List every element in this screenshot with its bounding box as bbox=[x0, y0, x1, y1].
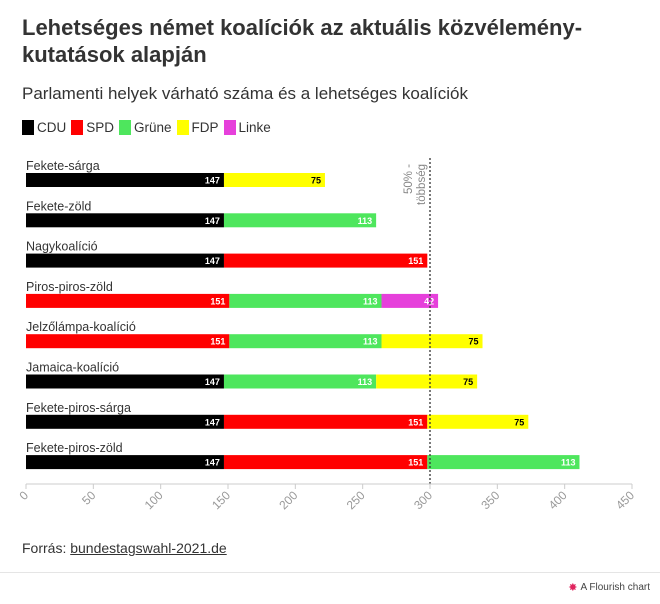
footer: ✸ A Flourish chart bbox=[0, 572, 660, 604]
x-tick-label-150: 150 bbox=[209, 488, 233, 512]
legend-item-linke[interactable]: Linke bbox=[223, 120, 271, 135]
legend-label-fdp: FDP bbox=[191, 120, 219, 135]
legend-label-linke: Linke bbox=[238, 120, 271, 135]
coalition-chart: Fekete-sárga 147 75 Fekete-zöld 147 113 Nagyko… bbox=[16, 158, 637, 512]
x-tick-label-400: 400 bbox=[546, 488, 570, 512]
x-tick-label-300: 300 bbox=[411, 488, 435, 512]
bar-jelzolampa-koalicio-fdp bbox=[381, 334, 483, 349]
bar-value-jamaica-koalicio-fdp: 75 bbox=[463, 377, 473, 387]
bar-value-jamaica-koalicio-cdu: 147 bbox=[205, 377, 220, 387]
bar-piros-piros-zold-linke bbox=[381, 293, 439, 308]
source-prefix: Forrás: bbox=[22, 540, 71, 556]
legend-label-cdu: CDU bbox=[37, 120, 67, 135]
bar-value-nagykoalicio-cdu: 147 bbox=[205, 256, 220, 266]
bar-value-fekete-zold-grune: 113 bbox=[358, 216, 373, 226]
bar-value-jelzolampa-koalicio-grune: 113 bbox=[363, 337, 378, 347]
bar-value-fekete-piros-zold-cdu: 147 bbox=[205, 458, 220, 468]
legend-item-fdp[interactable]: FDP bbox=[176, 120, 219, 135]
bar-piros-piros-zold-grune bbox=[229, 293, 382, 308]
category-label-fekete-piros-zold: Fekete-piros-zöld bbox=[26, 441, 123, 455]
x-tick-label-100: 100 bbox=[142, 488, 166, 512]
x-tick-label-50: 50 bbox=[79, 488, 99, 508]
bar-fekete-piros-zold-spd bbox=[223, 455, 428, 470]
bar-value-fekete-piros-sarga-cdu: 147 bbox=[205, 417, 220, 427]
legend-swatch-linke bbox=[223, 120, 236, 135]
category-label-jamaica-koalicio: Jamaica-koalíció bbox=[26, 361, 119, 375]
bar-value-jelzolampa-koalicio-fdp: 75 bbox=[469, 337, 479, 347]
bar-jelzolampa-koalicio-grune bbox=[229, 334, 382, 349]
legend: CDU SPD Grüne FDP Linke bbox=[22, 120, 276, 135]
flourish-credit-text: A Flourish chart bbox=[580, 582, 650, 593]
bar-fekete-zold-grune bbox=[223, 213, 377, 228]
bar-value-fekete-piros-zold-grune: 113 bbox=[561, 458, 576, 468]
bar-jamaica-koalicio-grune bbox=[223, 374, 377, 389]
legend-item-spd[interactable]: SPD bbox=[71, 120, 114, 135]
bar-jamaica-koalicio-cdu bbox=[26, 374, 224, 389]
x-tick-label-250: 250 bbox=[344, 488, 368, 512]
bar-fekete-sarga-fdp bbox=[223, 173, 325, 187]
legend-swatch-spd bbox=[71, 120, 84, 135]
bar-nagykoalicio-cdu bbox=[26, 253, 224, 268]
legend-item-grune[interactable]: Grüne bbox=[119, 120, 172, 135]
legend-swatch-grune bbox=[119, 120, 132, 135]
chart-subtitle: Parlamenti helyek várható száma és a leh… bbox=[22, 84, 469, 103]
bar-fekete-sarga-cdu bbox=[26, 173, 224, 187]
bar-value-piros-piros-zold-grune: 113 bbox=[363, 296, 378, 306]
legend-swatch-cdu bbox=[22, 120, 34, 135]
bar-nagykoalicio-spd bbox=[223, 253, 428, 268]
bar-value-piros-piros-zold-linke: 42 bbox=[424, 296, 434, 306]
bar-value-jelzolampa-koalicio-spd: 151 bbox=[210, 337, 225, 347]
legend-item-cdu[interactable]: CDU bbox=[22, 120, 66, 135]
x-tick-label-350: 350 bbox=[478, 488, 502, 512]
flourish-credit[interactable]: ✸ A Flourish chart bbox=[568, 581, 650, 594]
bar-fekete-piros-sarga-fdp bbox=[427, 414, 529, 429]
bar-fekete-piros-zold-cdu bbox=[26, 455, 224, 470]
majority-label: 50% -többség bbox=[403, 164, 428, 205]
bar-value-fekete-piros-sarga-spd: 151 bbox=[408, 417, 423, 427]
category-label-nagykoalicio: Nagykoalíció bbox=[26, 240, 98, 254]
category-label-piros-piros-zold: Piros-piros-zöld bbox=[26, 280, 113, 294]
category-label-fekete-sarga: Fekete-sárga bbox=[26, 159, 100, 173]
bar-value-fekete-sarga-fdp: 75 bbox=[311, 176, 321, 186]
legend-swatch-fdp bbox=[176, 120, 189, 135]
x-tick-label-0: 0 bbox=[16, 488, 31, 503]
bar-value-fekete-piros-zold-spd: 151 bbox=[408, 458, 423, 468]
legend-label-spd: SPD bbox=[86, 120, 115, 135]
bar-value-fekete-piros-sarga-fdp: 75 bbox=[514, 417, 524, 427]
bar-fekete-piros-sarga-spd bbox=[223, 414, 428, 429]
x-tick-label-200: 200 bbox=[276, 488, 300, 512]
source-line: Forrás: bundestagswahl-2021.de bbox=[22, 540, 227, 556]
bar-fekete-zold-cdu bbox=[26, 213, 224, 228]
bar-value-fekete-sarga-cdu: 147 bbox=[205, 176, 220, 186]
bar-jamaica-koalicio-fdp bbox=[376, 374, 478, 389]
source-link[interactable]: bundestagswahl-2021.de bbox=[70, 540, 227, 556]
legend-label-grune: Grüne bbox=[134, 120, 172, 135]
bar-value-piros-piros-zold-spd: 151 bbox=[210, 296, 225, 306]
x-tick-label-450: 450 bbox=[613, 488, 637, 512]
bar-value-nagykoalicio-spd: 151 bbox=[408, 256, 423, 266]
bar-jelzolampa-koalicio-spd bbox=[26, 334, 230, 349]
bar-value-jamaica-koalicio-grune: 113 bbox=[358, 377, 373, 387]
bar-fekete-piros-zold-grune bbox=[427, 455, 580, 470]
bar-piros-piros-zold-spd bbox=[26, 293, 230, 308]
category-label-fekete-piros-sarga: Fekete-piros-sárga bbox=[26, 401, 131, 415]
bar-value-fekete-zold-cdu: 147 bbox=[205, 216, 220, 226]
chart-title: Lehetséges német koalíciók az aktuális k… bbox=[22, 15, 583, 67]
category-label-fekete-zold: Fekete-zöld bbox=[26, 199, 91, 213]
bar-fekete-piros-sarga-cdu bbox=[26, 414, 224, 429]
flourish-logo-icon: ✸ bbox=[568, 582, 578, 594]
category-label-jelzolampa-koalicio: Jelzőlámpa-koalíció bbox=[26, 320, 136, 334]
